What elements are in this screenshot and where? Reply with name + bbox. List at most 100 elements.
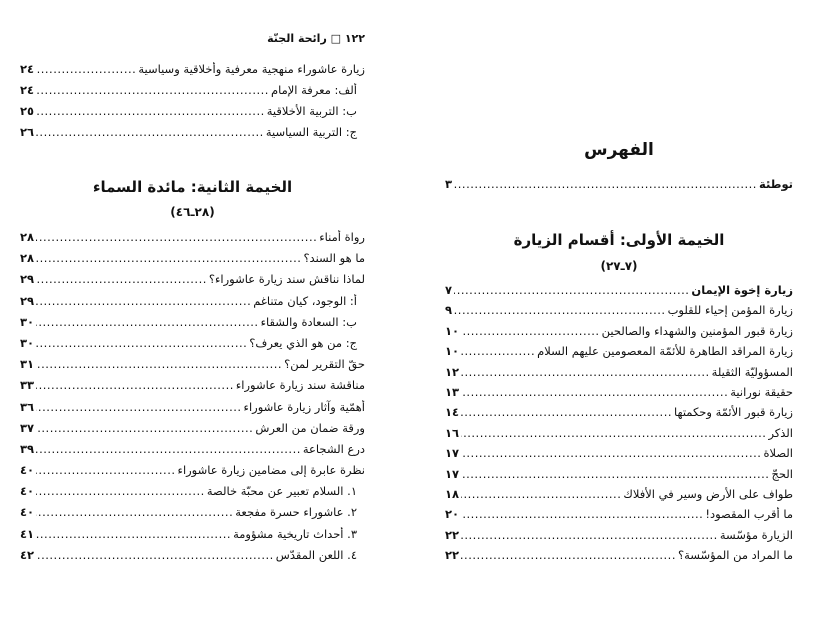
toc-entry[interactable]: الحجّ ١٧ (445, 467, 793, 487)
toc-entry[interactable]: لماذا نناقش سند زيارة عاشوراء؟ ٢٩ (20, 272, 365, 293)
entry-title: ٤. اللعن المقدّس (275, 547, 357, 562)
dot-leader (461, 528, 718, 542)
toc-entry[interactable]: زيارة قبور المؤمنين والشهداء والصالحين ١٠ (445, 324, 793, 344)
dot-leader (36, 421, 253, 435)
dot-leader (454, 177, 757, 191)
entry-page: ٢٢ (445, 527, 460, 542)
entry-title: طواف على الأرض وسير في الأفلاك (623, 486, 793, 501)
dot-leader (461, 426, 766, 440)
entry-page: ١٢ (445, 364, 460, 379)
toc-entry[interactable]: ب: السعادة والشقاء ٣٠ (20, 315, 365, 336)
toc-entry[interactable]: أ: الوجود، كيان متناغم ٢٩ (20, 294, 365, 315)
entry-page: ١٨ (445, 486, 460, 501)
toc-entry[interactable]: مناقشة سند زيارة عاشوراء ٣٣ (20, 378, 365, 399)
toc-entry[interactable]: زيارة عاشوراء منهجية معرفية وأخلاقية وسي… (20, 62, 365, 83)
dot-leader (461, 446, 761, 460)
index-title: الفهرس (584, 140, 654, 160)
entry-title: لماذا نناقش سند زيارة عاشوراء؟ (208, 272, 365, 287)
entry-title: ج: من هو الذي يعرف؟ (249, 335, 357, 350)
entry-title: حقّ التقرير لمن؟ (284, 357, 365, 372)
dot-leader (36, 315, 259, 329)
toc-entry[interactable]: ١. السلام تعبير عن محبّة خالصة ٤٠ (20, 484, 365, 505)
toc-entry[interactable]: الصلاة ١٧ (445, 446, 793, 466)
entry-page: ٧ (445, 283, 453, 297)
dot-leader (36, 357, 282, 371)
entry-page: ٢٤ (20, 62, 35, 76)
dot-leader (454, 283, 689, 297)
entry-page: ٣٠ (20, 314, 35, 329)
dot-leader (36, 505, 233, 519)
toc-entry[interactable]: ج: التربية السياسية ٢٦ (20, 125, 365, 146)
toc-entry[interactable]: زيارة إخوة الإيمان ٧ (445, 283, 793, 303)
section-range: (٧ـ٢٧) (600, 259, 638, 273)
dot-leader (461, 405, 672, 419)
intro-entry-wrap: توطئة ٣ (445, 177, 793, 197)
toc-entry[interactable]: زيارة المراقد الطاهرة للأئمّة المعصومين … (445, 344, 793, 364)
toc-entry[interactable]: ٤. اللعن المقدّس ٤٢ (20, 548, 365, 569)
entry-title: ٣. أحداث تاريخية مشؤومة (233, 526, 357, 541)
entry-title: زيارة إخوة الإيمان (691, 283, 793, 297)
dot-leader (36, 272, 207, 286)
toc-entry[interactable]: الزيارة مؤسّسة ٢٢ (445, 528, 793, 548)
dot-leader (461, 487, 621, 501)
toc-entry[interactable]: رواة أمناء ٢٨ (20, 230, 365, 251)
entry-page: ٤٠ (20, 505, 35, 520)
entry-page: ١٣ (445, 384, 460, 399)
toc-entry[interactable]: المسؤوليّة الثقيلة ١٢ (445, 365, 793, 385)
entry-page: ١٠ (445, 323, 460, 338)
entry-title: حقيقة نورانية (730, 384, 793, 399)
entry-title: ب: التربية الأخلاقية (266, 104, 357, 118)
toc-entry[interactable]: ألف: معرفة الإمام ٢٤ (20, 83, 365, 104)
entry-title: الزيارة مؤسّسة (719, 527, 793, 542)
dot-leader (36, 62, 136, 76)
entries-top: زيارة عاشوراء منهجية معرفية وأخلاقية وسي… (20, 62, 365, 146)
dot-leader (36, 294, 251, 308)
entry-page: ٣٧ (20, 420, 35, 435)
toc-entry[interactable]: زيارة قبور الأئمّة وحكمتها ١٤ (445, 405, 793, 425)
toc-entry[interactable]: أهمّية وآثار زيارة عاشوراء ٣٦ (20, 400, 365, 421)
entry-page: ١٧ (445, 466, 460, 481)
dot-leader (36, 230, 317, 244)
entry-page: ١٦ (445, 425, 460, 440)
toc-entry[interactable]: زيارة المؤمن إحياء للقلوب ٩ (445, 303, 793, 323)
toc-entry[interactable]: ما المراد من المؤسّسة؟ ٢٢ (445, 548, 793, 568)
entry-page: ٢٨ (20, 251, 35, 266)
toc-entry[interactable]: ما هو السند؟ ٢٨ (20, 251, 365, 272)
entry-page: ٢٢ (445, 548, 460, 563)
entry-title: زيارة عاشوراء منهجية معرفية وأخلاقية وسي… (138, 62, 365, 76)
entry-page: ٣٩ (20, 441, 35, 456)
toc-entry[interactable]: ب: التربية الأخلاقية ٢٥ (20, 104, 365, 125)
entry-title: ما هو السند؟ (303, 251, 365, 266)
toc-entry[interactable]: ورقة ضمان من العرش ٣٧ (20, 421, 365, 442)
toc-entry[interactable]: الذكر ١٦ (445, 426, 793, 446)
dot-leader (36, 548, 274, 562)
entry-page: ٢٠ (445, 507, 460, 522)
entry-page: ٢٦ (20, 125, 35, 139)
toc-entry[interactable]: ٣. أحداث تاريخية مشؤومة ٤١ (20, 527, 365, 548)
entry-title: ما أقرب المقصود! (705, 507, 793, 522)
dot-leader (36, 400, 242, 414)
entry-title: زيارة المؤمن إحياء للقلوب (667, 303, 793, 318)
toc-entry[interactable]: ج: من هو الذي يعرف؟ ٣٠ (20, 336, 365, 357)
entry-page: ٣ (445, 177, 453, 191)
entry-page: ٢٨ (20, 230, 35, 244)
entry-title: أهمّية وآثار زيارة عاشوراء (243, 399, 365, 414)
section-title: الخيمة الثانية: مائدة السماء (92, 178, 293, 196)
entry-title: رواة أمناء (319, 230, 365, 244)
toc-entry[interactable]: طواف على الأرض وسير في الأفلاك ١٨ (445, 487, 793, 507)
dot-leader (36, 336, 247, 350)
toc-entry[interactable]: ٢. عاشوراء حسرة مفجعة ٤٠ (20, 505, 365, 526)
toc-entry[interactable]: نظرة عابرة إلى مضامين زيارة عاشوراء ٤٠ (20, 463, 365, 484)
entries-list: زيارة إخوة الإيمان ٧ زيارة المؤمن إحياء لل… (445, 283, 793, 568)
entry-title: المسؤوليّة الثقيلة (711, 364, 793, 379)
toc-entry[interactable]: حقّ التقرير لمن؟ ٣١ (20, 357, 365, 378)
running-header: ١٢٢ □ رائحة الجنّة (267, 32, 365, 45)
toc-entry[interactable]: درع الشجاعة ٣٩ (20, 442, 365, 463)
entry-title: ج: التربية السياسية (265, 125, 357, 139)
toc-entry[interactable]: توطئة ٣ (445, 177, 793, 197)
right-page: الفهرس توطئة ٣ الخيمة الأولى: أقسام الزي… (445, 0, 793, 639)
entry-title: نظرة عابرة إلى مضامين زيارة عاشوراء (177, 463, 365, 478)
dot-leader (461, 365, 710, 379)
toc-entry[interactable]: حقيقة نورانية ١٣ (445, 385, 793, 405)
toc-entry[interactable]: ما أقرب المقصود! ٢٠ (445, 507, 793, 527)
